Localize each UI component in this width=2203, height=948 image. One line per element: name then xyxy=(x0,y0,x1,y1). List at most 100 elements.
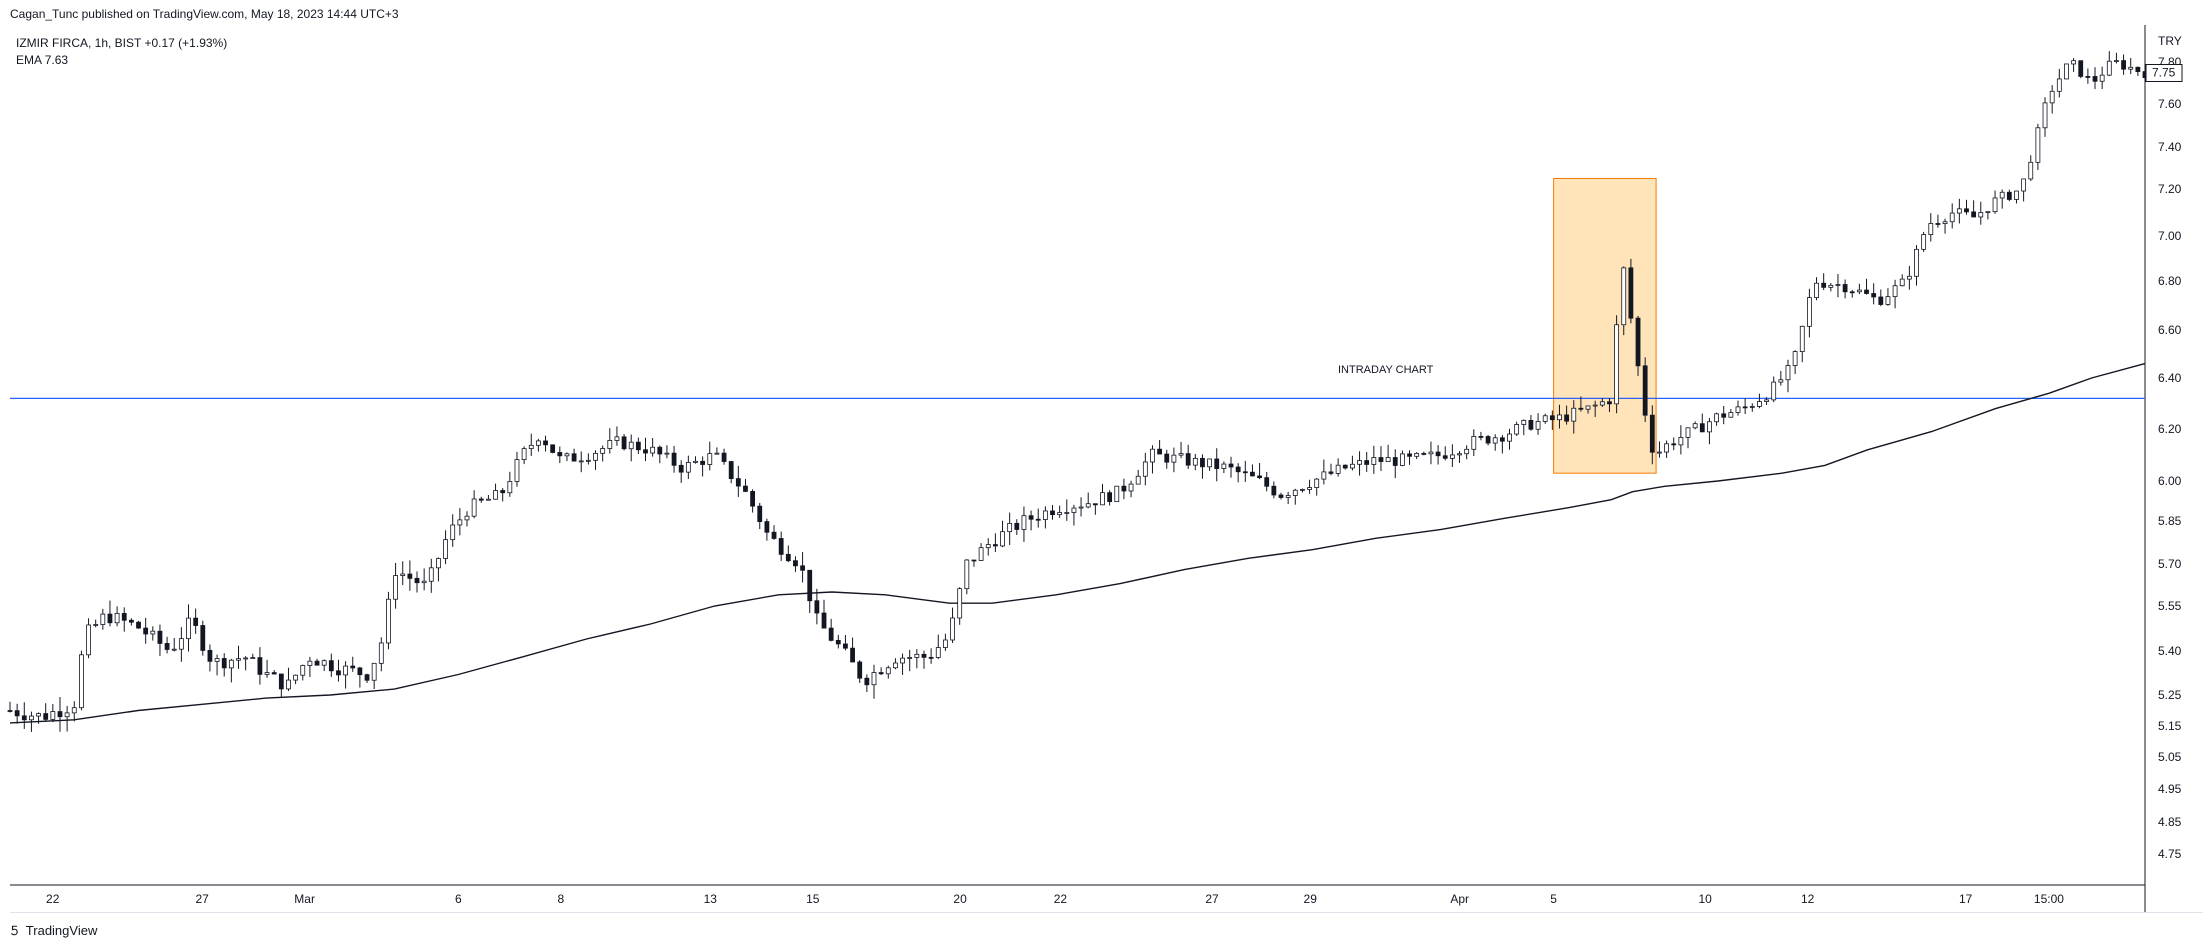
candle-body xyxy=(1392,457,1398,466)
candle-body xyxy=(1499,437,1505,442)
candle-body xyxy=(1835,284,1841,286)
candle-body xyxy=(1214,458,1220,469)
candle-body xyxy=(557,452,563,457)
candle-body xyxy=(1614,324,1620,405)
candle-body xyxy=(857,661,863,679)
candle-body xyxy=(878,672,884,675)
candle-body xyxy=(1728,412,1734,418)
candle-body xyxy=(1949,212,1955,223)
candle-body xyxy=(764,521,770,533)
y-tick-label: 7.60 xyxy=(2158,97,2182,111)
candle-body xyxy=(2021,178,2027,192)
candle-body xyxy=(885,667,891,675)
candle-body xyxy=(1278,494,1284,498)
candle-body xyxy=(2135,66,2141,72)
candle-body xyxy=(2078,60,2084,77)
candle-body xyxy=(1078,506,1084,509)
candle-body xyxy=(2092,76,2098,82)
candle-body xyxy=(100,613,106,625)
candle-body xyxy=(721,452,727,462)
candle-body xyxy=(2014,190,2019,200)
y-tick-label: 6.20 xyxy=(2158,422,2182,436)
candle-body xyxy=(1350,463,1355,469)
candle-body xyxy=(486,498,491,501)
candle-body xyxy=(714,452,720,455)
candle-body xyxy=(93,624,99,626)
candle-body xyxy=(2121,60,2126,70)
candle-body xyxy=(514,459,520,482)
candle-body xyxy=(1971,211,1977,218)
candle-body xyxy=(2035,127,2041,163)
candle-body xyxy=(1685,427,1691,438)
candle-body xyxy=(1150,448,1155,463)
ema-line xyxy=(9,362,2146,724)
candle-body xyxy=(1207,458,1212,468)
candle-body xyxy=(1228,463,1234,468)
symbol-label[interactable]: IZMIR FIRCA, 1h, BIST xyxy=(16,36,142,50)
candle-body xyxy=(771,531,777,539)
candle-body xyxy=(1271,485,1277,496)
last-price-tag: 7.75 xyxy=(2145,64,2183,82)
candle-body xyxy=(500,490,506,494)
tradingview-logo-icon: 𝟻 xyxy=(10,922,20,938)
candle-body xyxy=(1778,379,1784,383)
chart-frame-bottom xyxy=(10,912,2203,913)
candle-body xyxy=(1071,507,1077,513)
candle-body xyxy=(1421,453,1427,455)
candle-body xyxy=(1621,267,1627,326)
candle-body xyxy=(79,654,84,709)
candle-body xyxy=(450,524,456,541)
candle-body xyxy=(321,660,327,666)
candle-body xyxy=(1121,485,1127,492)
candle-body xyxy=(1292,489,1298,496)
candle-body xyxy=(157,630,163,644)
x-tick-label: 17 xyxy=(1959,892,1973,906)
candle-body xyxy=(921,653,927,658)
candle-body xyxy=(550,444,556,453)
last-price-label: 7.75 xyxy=(2152,66,2176,80)
candle-body xyxy=(807,569,813,602)
candle-body xyxy=(1321,471,1327,480)
y-tick-label: 4.75 xyxy=(2158,847,2182,861)
tradingview-footer[interactable]: 𝟻 TradingView xyxy=(10,922,97,939)
x-tick-label: 5 xyxy=(1550,892,1557,906)
candle-body xyxy=(1585,405,1591,410)
candle-body xyxy=(1371,457,1377,465)
candle-body xyxy=(1964,208,1969,213)
candle-body xyxy=(128,619,134,623)
candle-body xyxy=(1992,197,1998,213)
candle-body xyxy=(2106,60,2112,76)
candle-body xyxy=(1057,512,1063,516)
candle-body xyxy=(1885,296,1891,305)
x-tick-label: 12 xyxy=(1801,892,1815,906)
candle-body xyxy=(2064,63,2069,80)
candle-body xyxy=(350,665,356,669)
candle-body xyxy=(7,710,13,712)
candle-body xyxy=(1906,275,1912,280)
candle-body xyxy=(271,672,277,675)
candle-body xyxy=(1485,436,1491,444)
candle-body xyxy=(243,657,249,660)
candle-body xyxy=(1021,515,1027,530)
candle-body xyxy=(1792,351,1798,366)
candle-body xyxy=(614,436,620,441)
candle-body xyxy=(1657,451,1662,454)
candle-body xyxy=(278,673,284,690)
candle-body xyxy=(693,460,698,463)
y-tick-label: 7.00 xyxy=(2158,229,2182,243)
candle-body xyxy=(200,625,206,651)
candle-body xyxy=(1707,421,1712,433)
candle-body xyxy=(1864,289,1869,294)
y-tick-label: 5.25 xyxy=(2158,688,2182,702)
candle-body xyxy=(428,567,434,582)
candle-body xyxy=(907,657,913,659)
candle-body xyxy=(964,559,970,590)
y-tick-label: 5.05 xyxy=(2158,750,2182,764)
candle-body xyxy=(1942,221,1948,224)
ema-label[interactable]: EMA xyxy=(16,53,42,67)
candle-body xyxy=(535,440,541,446)
candle-body xyxy=(1928,223,1934,235)
candle-body xyxy=(1135,475,1141,485)
candle-body xyxy=(735,478,741,487)
